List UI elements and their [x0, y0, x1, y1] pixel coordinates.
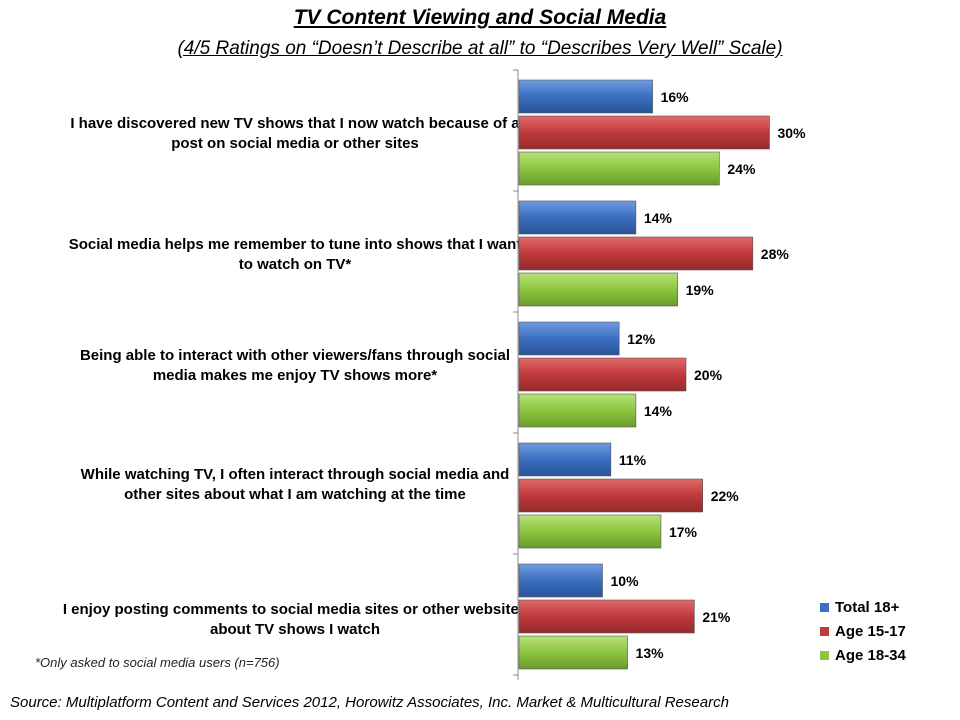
data-label: 17% [669, 524, 698, 540]
category-label-3: Being able to interact with other viewer… [79, 347, 511, 384]
data-label: 12% [627, 331, 656, 347]
bar [518, 115, 770, 150]
data-label: 22% [711, 488, 740, 504]
legend-item-age-15-17: Age 15-17 [820, 619, 906, 643]
category-label-2: Social media helps me remember to tune i… [68, 236, 522, 273]
bar [518, 442, 612, 477]
bar [518, 478, 703, 513]
data-label: 21% [702, 609, 731, 625]
bar [518, 599, 695, 634]
bar [518, 357, 687, 392]
legend-swatch-total [820, 602, 829, 612]
footnote: *Only asked to social media users (n=756… [35, 655, 280, 670]
bar [518, 272, 678, 307]
data-label: 16% [661, 89, 690, 105]
bar [518, 635, 628, 670]
bar [518, 514, 662, 549]
bar [518, 563, 603, 598]
data-label: 13% [636, 645, 665, 661]
data-label: 30% [778, 125, 807, 141]
data-label: 14% [644, 403, 673, 419]
category-label-4: While watching TV, I often interact thro… [80, 466, 510, 503]
data-label: 10% [611, 573, 640, 589]
legend-label-age-15-17: Age 15-17 [835, 622, 906, 640]
legend-item-total: Total 18+ [820, 595, 906, 619]
legend-swatch-age-15-17 [820, 626, 829, 636]
bar [518, 321, 620, 356]
data-label: 24% [727, 161, 756, 177]
chart-title: TV Content Viewing and Social Media [293, 6, 667, 29]
source-note: Source: Multiplatform Content and Servic… [10, 694, 729, 711]
chart-legend: Total 18+ Age 15-17 Age 18-34 [820, 595, 906, 667]
category-label-1: I have discovered new TV shows that I no… [70, 115, 520, 152]
category-label-5: I enjoy posting comments to social media… [62, 601, 528, 638]
legend-item-age-18-34: Age 18-34 [820, 643, 906, 667]
legend-label-total: Total 18+ [835, 598, 900, 616]
bar [518, 393, 637, 428]
chart-subtitle: (4/5 Ratings on “Doesn’t Describe at all… [177, 38, 783, 59]
bar [518, 236, 754, 271]
data-label: 11% [619, 452, 647, 468]
bar [518, 79, 653, 114]
legend-label-age-18-34: Age 18-34 [835, 646, 906, 664]
bar [518, 151, 720, 186]
data-label: 14% [644, 210, 673, 226]
data-label: 28% [761, 246, 790, 262]
data-label: 19% [686, 282, 715, 298]
bar [518, 200, 637, 235]
legend-swatch-age-18-34 [820, 650, 829, 660]
data-label: 20% [694, 367, 723, 383]
